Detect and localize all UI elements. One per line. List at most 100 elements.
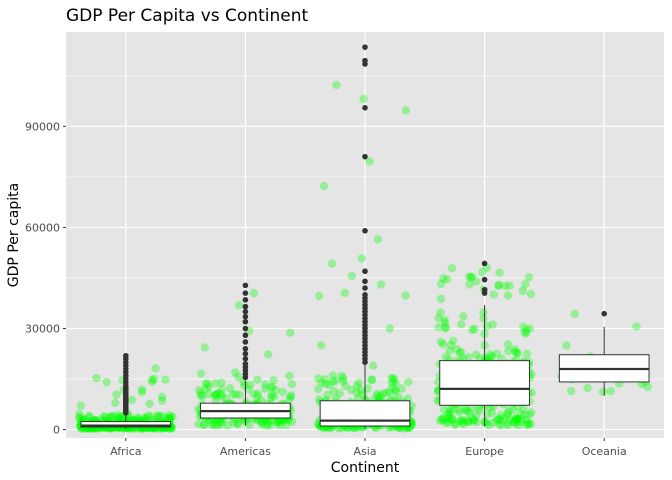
jitter-point — [231, 368, 240, 377]
jitter-point — [505, 415, 514, 424]
y-tick-label: 30000 — [25, 322, 60, 335]
jitter-point — [436, 279, 446, 289]
jitter-point — [459, 312, 468, 321]
jitter-point — [217, 385, 227, 394]
jitter-point — [484, 420, 493, 430]
outlier-point — [362, 153, 368, 160]
jitter-point — [253, 389, 262, 398]
jitter-point — [445, 408, 454, 417]
jitter-point — [194, 419, 203, 429]
jitter-point — [85, 411, 94, 421]
jitter-point — [444, 418, 453, 427]
jitter-point — [101, 412, 110, 422]
jitter-point — [583, 383, 592, 393]
jitter-point — [332, 80, 341, 90]
jitter-point — [75, 413, 84, 423]
jitter-point — [512, 414, 521, 423]
jitter-point — [513, 414, 522, 423]
jitter-point — [99, 412, 109, 421]
jitter-point — [441, 323, 451, 332]
jitter-point — [496, 411, 506, 420]
jitter-point — [133, 414, 143, 423]
jitter-point — [441, 418, 451, 428]
jitter-point — [216, 418, 225, 427]
jitter-point — [376, 280, 386, 289]
outlier-point — [242, 297, 249, 303]
jitter-point — [468, 413, 477, 423]
outlier-point — [362, 285, 368, 291]
jitter-point — [516, 409, 525, 419]
outlier-point — [242, 361, 249, 367]
jitter-point — [434, 314, 443, 323]
jitter-point — [335, 389, 344, 398]
jitter-point — [496, 421, 506, 430]
jitter-point — [373, 235, 383, 244]
jitter-point — [520, 328, 529, 337]
jitter-point — [337, 371, 346, 381]
jitter-point — [161, 413, 170, 422]
jitter-point — [387, 374, 396, 383]
jitter-point — [446, 340, 456, 350]
jitter-point — [511, 414, 520, 424]
jitter-point — [270, 392, 279, 401]
jitter-point — [146, 412, 155, 421]
jitter-point — [347, 385, 356, 395]
jitter-point — [339, 374, 348, 383]
jitter-point — [257, 419, 266, 428]
jitter-point — [102, 377, 111, 387]
jitter-point — [106, 412, 115, 421]
jitter-point — [76, 401, 86, 410]
jitter-point — [319, 181, 329, 191]
jitter-point — [397, 384, 406, 393]
jitter-point — [567, 386, 576, 396]
jitter-point — [467, 403, 476, 413]
jitter-point — [492, 415, 501, 425]
jitter-point — [448, 415, 457, 424]
jitter-point — [221, 393, 230, 403]
jitter-point — [503, 419, 513, 428]
jitter-point — [482, 322, 492, 331]
jitter-point — [196, 391, 206, 400]
jitter-point — [153, 411, 163, 420]
jitter-point — [456, 416, 466, 425]
outlier-point — [242, 290, 249, 296]
jitter-point — [495, 414, 504, 424]
jitter-point — [517, 417, 526, 427]
axes: 0 30000 60000 90000 Africa Americas Asia Europe… — [25, 120, 627, 458]
jitter-point — [213, 420, 223, 430]
outlier-point — [481, 260, 488, 267]
jitter-point — [133, 413, 142, 422]
jitter-point — [217, 392, 226, 401]
jitter-point — [467, 273, 476, 282]
jitter-point — [257, 417, 266, 426]
jitter-point — [327, 259, 337, 268]
jitter-point — [494, 415, 503, 424]
jitter-point — [514, 420, 524, 430]
jitter-point — [264, 419, 273, 428]
jitter-point — [331, 376, 340, 386]
jitter-point — [85, 412, 94, 422]
jitter-point — [526, 289, 536, 299]
jitter-point — [214, 388, 223, 398]
jitter-point — [522, 420, 532, 430]
jitter-point — [203, 379, 212, 388]
jitter-point — [443, 413, 452, 423]
jitter-point — [329, 386, 338, 395]
jitter-point — [269, 376, 278, 385]
jitter-point — [240, 381, 249, 390]
jitter-point — [141, 414, 151, 423]
jitter-point — [196, 369, 206, 378]
jitter-point — [228, 390, 237, 399]
jitter-point — [488, 352, 497, 361]
jitter-point — [440, 315, 449, 325]
jitter-point — [448, 336, 458, 345]
jitter-point — [479, 314, 488, 323]
jitter-point — [164, 414, 173, 424]
jitter-point — [249, 288, 259, 298]
jitter-point — [231, 389, 240, 399]
jitter-point — [463, 407, 472, 416]
jitter-point — [147, 375, 157, 384]
jitter-point — [340, 288, 349, 298]
jitter-point — [390, 375, 399, 384]
jitter-point — [357, 254, 366, 263]
